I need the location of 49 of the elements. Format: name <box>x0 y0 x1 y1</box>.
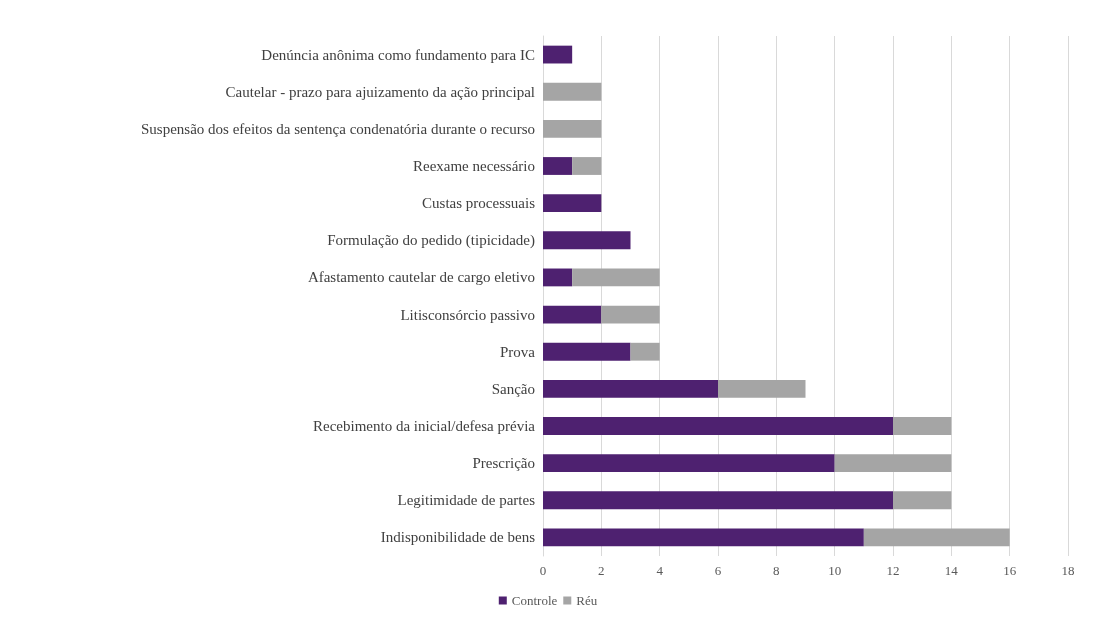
bar <box>543 157 573 175</box>
x-tick-label: 2 <box>598 563 605 578</box>
bar <box>543 45 573 64</box>
bar <box>543 82 602 101</box>
y-tick-label: Recebimento da inicial/defesa prévia <box>313 418 536 434</box>
bar <box>863 528 1010 547</box>
bar <box>543 305 602 324</box>
bar <box>543 491 893 510</box>
bar <box>543 194 602 213</box>
x-tick-label: 6 <box>714 563 722 578</box>
y-tick-label: Afastamento cautelar de cargo eletivo <box>307 269 535 286</box>
x-tick-label: 16 <box>1003 563 1017 578</box>
bar <box>572 157 602 175</box>
x-tick-label: 12 <box>886 563 900 578</box>
y-tick-label: Sanção <box>491 380 535 397</box>
x-tick-label: 8 <box>773 563 780 578</box>
bar <box>543 454 835 473</box>
bar <box>543 528 864 547</box>
bar <box>543 119 602 138</box>
bar <box>834 454 952 473</box>
y-tick-label: Indisponibilidade de bens <box>380 529 536 546</box>
bar <box>630 342 660 361</box>
bar <box>543 417 893 435</box>
y-tick-label: Reexame necessário <box>412 158 535 174</box>
y-tick-label: Cautelar - prazo para ajuizamento da ação principal <box>225 83 535 100</box>
x-tick-label: 18 <box>1061 563 1075 578</box>
bar <box>572 268 660 287</box>
y-tick-label: Legitimidade de partes <box>397 492 536 509</box>
y-tick-label: Prescrição <box>472 455 535 472</box>
y-tick-label: Prova <box>500 343 536 360</box>
bar <box>543 268 573 287</box>
y-tick-label: Custas processuais <box>422 195 536 212</box>
x-tick-label: 4 <box>656 563 664 578</box>
legend-label: Réu <box>576 593 598 608</box>
x-tick-label: 0 <box>539 563 547 578</box>
bar <box>543 379 718 398</box>
x-tick-label: 10 <box>828 563 842 578</box>
y-tick-label: Litisconsórcio passivo <box>400 306 535 323</box>
bar <box>893 491 952 510</box>
y-tick-label: Denúncia anônima como fundamento para IC <box>261 46 535 63</box>
legend-label: Controle <box>511 593 558 608</box>
y-tick-label: Suspensão dos efeitos da sentença condenatória durante o recurso <box>140 120 535 137</box>
bar <box>543 342 631 361</box>
y-tick-label: Formulação do pedido (tipicidade) <box>327 232 535 250</box>
x-tick-label: 14 <box>944 563 959 578</box>
bar <box>543 231 631 250</box>
bar <box>718 379 806 398</box>
bar <box>601 305 660 324</box>
bar <box>893 417 952 435</box>
